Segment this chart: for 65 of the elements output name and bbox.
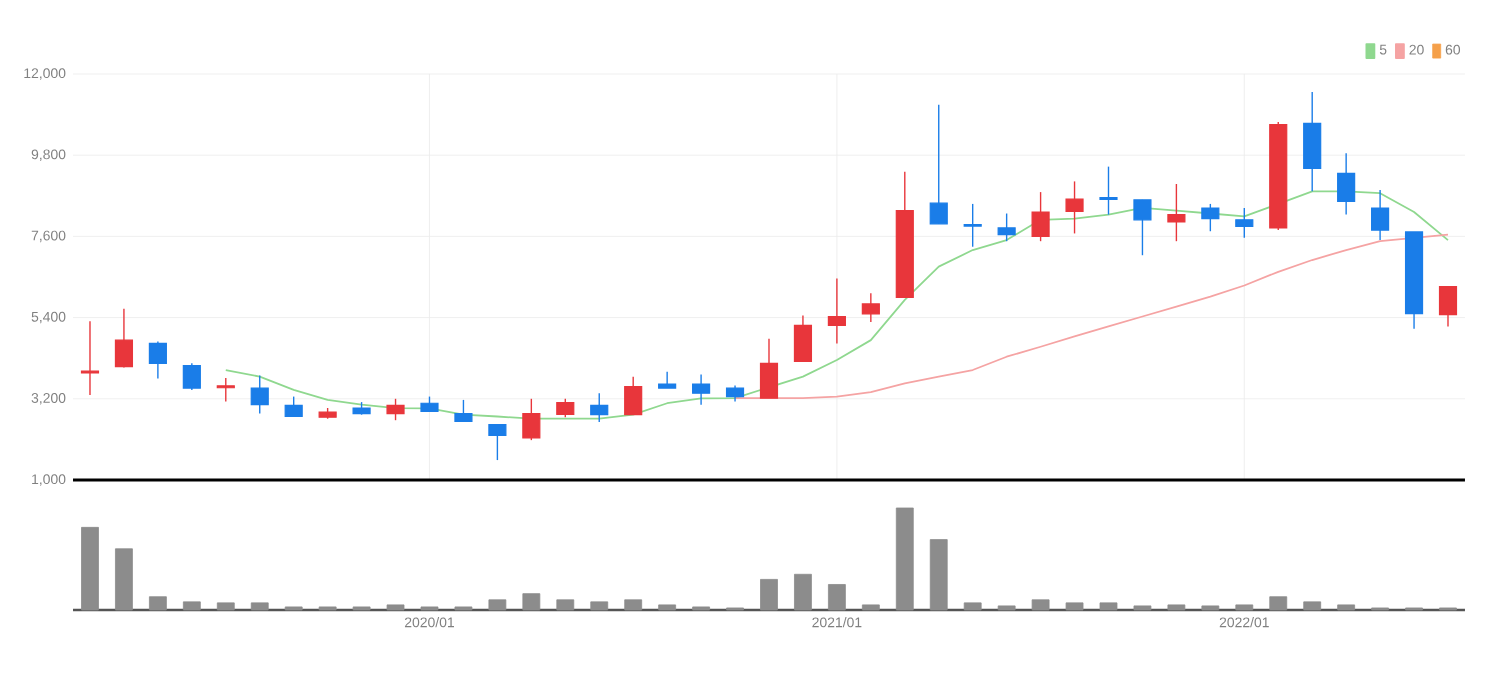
- candlestick: [1235, 207, 1254, 239]
- bar: [1303, 601, 1322, 611]
- bar: [895, 507, 914, 611]
- bar: [1337, 604, 1356, 611]
- bar: [1065, 602, 1084, 611]
- candlestick: [827, 277, 846, 345]
- candlestick: [793, 314, 813, 363]
- candlestick: [284, 395, 303, 418]
- candlestick: [182, 362, 201, 391]
- bar: [386, 604, 405, 611]
- candlestick: [556, 398, 575, 418]
- candlestick: [861, 292, 880, 323]
- bar: [115, 548, 133, 611]
- bar: [760, 579, 778, 611]
- candlestick: [1201, 203, 1220, 232]
- candlestick: [997, 212, 1016, 242]
- candlestick: [522, 398, 541, 441]
- candlestick: [1303, 91, 1322, 193]
- candlestick: [114, 308, 134, 369]
- candlestick: [1167, 183, 1186, 242]
- candlestick: [1438, 285, 1458, 328]
- bar: [182, 601, 201, 611]
- bar: [963, 602, 982, 611]
- bar: [149, 596, 167, 611]
- bar: [1201, 605, 1220, 611]
- candlestick: [386, 398, 405, 421]
- candlestick: [80, 320, 100, 396]
- bar: [590, 601, 609, 611]
- candlestick: [1031, 191, 1050, 242]
- bar: [828, 584, 846, 611]
- candlestick: [1133, 199, 1152, 256]
- bar: [1133, 605, 1152, 611]
- candlestick: [692, 373, 711, 406]
- candlestick: [1371, 189, 1390, 241]
- candlestick: [590, 392, 609, 423]
- bar: [488, 599, 507, 611]
- bar: [556, 599, 575, 611]
- bar: [216, 602, 235, 611]
- bar: [1099, 602, 1118, 611]
- candlestick: [148, 340, 167, 380]
- bar: [861, 604, 880, 611]
- candlestick: [488, 423, 507, 461]
- bar: [1235, 604, 1254, 611]
- candlestick: [1337, 152, 1356, 216]
- candlestick: [929, 103, 948, 225]
- bar: [658, 604, 677, 611]
- bar: [81, 526, 99, 611]
- candlestick: [216, 377, 235, 403]
- bar: [522, 593, 541, 611]
- candlestick: [759, 337, 779, 399]
- candlestick: [1065, 180, 1084, 235]
- candlestick: [1099, 165, 1118, 216]
- bar: [1031, 599, 1050, 611]
- candlestick: [658, 371, 677, 389]
- candlestick: [963, 203, 982, 248]
- bar: [929, 539, 948, 611]
- bar: [1269, 596, 1288, 611]
- bar: [1167, 604, 1186, 611]
- candlestick: [250, 374, 269, 415]
- candlestick: [454, 399, 473, 423]
- candlestick: [624, 375, 643, 416]
- bar: [250, 602, 269, 611]
- bar: [624, 599, 643, 611]
- bar: [794, 573, 812, 611]
- bar: [997, 605, 1016, 611]
